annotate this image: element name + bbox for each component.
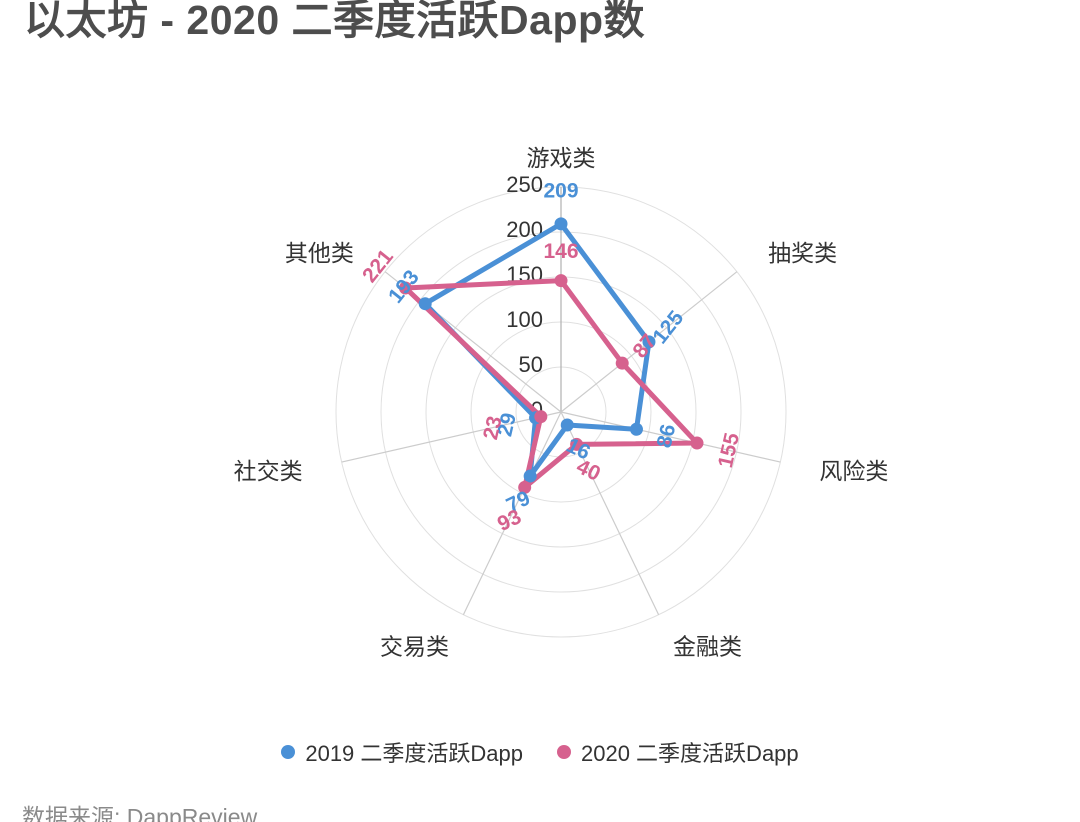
data-point-label: 221 <box>358 245 398 287</box>
legend-label: 2020 二季度活跃Dapp <box>581 741 799 766</box>
data-point-label: 209 <box>543 179 578 202</box>
data-point-marker[interactable] <box>615 356 629 370</box>
data-source: 数据来源: DappReview <box>22 804 258 822</box>
data-point-marker[interactable] <box>554 274 568 288</box>
data-point-marker[interactable] <box>642 335 656 349</box>
category-label: 金融类 <box>673 633 742 659</box>
data-point-marker[interactable] <box>560 418 574 432</box>
radar-axis-line <box>341 411 562 463</box>
legend: 2019 二季度活跃Dapp 2020 二季度活跃Dapp <box>0 736 1080 768</box>
data-point-marker[interactable] <box>570 437 584 451</box>
radar-tick-label: 100 <box>506 307 543 332</box>
data-point-marker[interactable] <box>534 410 548 424</box>
category-label: 交易类 <box>380 633 449 659</box>
radar-tick-label: 50 <box>519 352 543 377</box>
data-point-label: 146 <box>543 240 578 263</box>
chart-title: 以太坊 - 2020 二季度活跃Dapp数 <box>24 0 646 43</box>
category-label: 其他类 <box>285 240 354 266</box>
radar-axis-line <box>462 411 562 615</box>
data-point-label: 155 <box>714 430 744 470</box>
legend-item[interactable]: 2020 二季度活跃Dapp <box>557 736 799 768</box>
data-point-marker[interactable] <box>554 217 568 231</box>
category-label: 抽奖类 <box>768 240 837 266</box>
data-point-marker[interactable] <box>418 297 432 311</box>
radar-tick-label: 250 <box>506 172 543 197</box>
category-label: 风险类 <box>819 458 888 484</box>
category-label: 游戏类 <box>527 145 596 171</box>
data-point-marker[interactable] <box>523 469 537 483</box>
legend-item[interactable]: 2019 二季度活跃Dapp <box>281 736 523 768</box>
data-point-label: 29 <box>493 411 521 439</box>
legend-marker-icon <box>281 745 296 759</box>
data-point-marker[interactable] <box>398 281 412 295</box>
data-point-label: 86 <box>653 422 681 450</box>
data-point-marker[interactable] <box>629 422 643 436</box>
data-point-marker[interactable] <box>518 480 532 494</box>
legend-marker-icon <box>557 745 571 759</box>
category-label: 社交类 <box>234 458 303 484</box>
data-point-label: 23 <box>479 414 507 442</box>
legend-label: 2019 二季度活跃Dapp <box>305 741 523 766</box>
radar-axis-line <box>560 411 781 463</box>
data-point-marker[interactable] <box>690 436 704 450</box>
